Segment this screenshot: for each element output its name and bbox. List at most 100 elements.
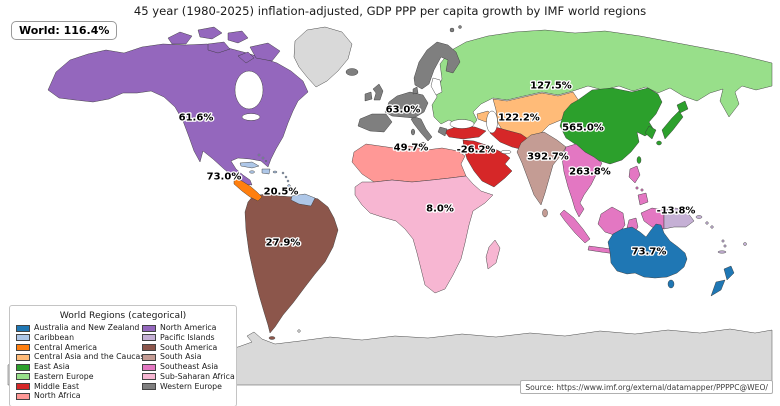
legend-item: Middle East — [16, 381, 140, 391]
legend-label: Western Europe — [160, 381, 222, 391]
region-south-america — [244, 193, 339, 340]
sri-lanka — [542, 208, 548, 218]
trinidad — [287, 184, 291, 188]
bahamas-2 — [261, 156, 265, 160]
australia-mainland — [607, 223, 688, 279]
legend-title: World Regions (categorical) — [59, 310, 187, 321]
sub-saharan-mainland — [354, 175, 494, 294]
legend-item: East Asia — [16, 362, 140, 371]
scandinavia — [413, 41, 461, 90]
korea — [644, 125, 657, 140]
map-label-central-america: 73.0% — [207, 172, 242, 183]
vanuatu-1 — [721, 239, 725, 243]
map-label-east-asia: 565.0% — [562, 123, 604, 134]
legend: World Regions (categorical) Australia an… — [9, 305, 237, 406]
eastern-europe-russia-mainland — [431, 29, 773, 129]
legend-item: Sub-Saharan Africa — [142, 372, 235, 381]
nz-south-island — [710, 279, 726, 297]
central-america-isthmus — [233, 177, 263, 202]
legend-swatch — [142, 373, 156, 381]
legend-label: South America — [160, 342, 218, 352]
water-bodies — [234, 70, 512, 155]
baltic-sea — [430, 77, 443, 96]
south-america-mainland — [244, 193, 339, 334]
cuba — [239, 161, 260, 169]
persian-gulf — [500, 149, 512, 155]
legend-item: North Africa — [16, 392, 140, 400]
legend-label: Eastern Europe — [34, 371, 94, 381]
map-label-southeast-asia: 263.8% — [569, 167, 611, 178]
region-north-america — [47, 26, 309, 186]
visayas-1 — [635, 186, 639, 190]
legend-swatch — [142, 353, 156, 361]
indochina-malaya — [561, 143, 603, 218]
legend-label: Southeast Asia — [160, 362, 219, 372]
legend-item: Pacific Islands — [142, 333, 235, 342]
map-label-central-asia: 122.2% — [498, 113, 540, 124]
arctic-island-4 — [207, 41, 231, 54]
greece — [437, 126, 448, 137]
map-label-north-africa: 49.7% — [394, 143, 429, 154]
jamaica — [249, 170, 255, 174]
map-label-pacific-islands: -13.8% — [657, 206, 696, 217]
legend-item: South Asia — [142, 353, 235, 361]
falkland-islands — [297, 329, 301, 333]
legend-column-left: Australia and New Zealand Caribbean Cent… — [16, 323, 153, 402]
legend-label: Central Asia and the Caucasus — [34, 352, 154, 362]
new-caledonia — [717, 250, 727, 254]
lesser-antilles-3 — [286, 179, 290, 183]
legend-label: Central America — [34, 342, 98, 352]
nz-north-island — [723, 265, 735, 281]
legend-swatch — [16, 344, 30, 352]
map-value-labels: 61.6% 73.0% 20.5% 27.9% 63.0% 127.5% 122… — [177, 79, 696, 259]
italy — [410, 116, 433, 142]
legend-item: North America — [142, 323, 235, 332]
legend-label: South Asia — [160, 352, 202, 362]
legend-item: Eastern Europe — [16, 371, 140, 381]
region-australia-nz — [607, 223, 735, 297]
vanuatu-2 — [723, 244, 727, 248]
legend-grid: Australia and New Zealand Caribbean Cent… — [16, 323, 235, 402]
denmark — [412, 86, 419, 95]
legend-swatch — [16, 353, 30, 361]
legend-swatch — [142, 383, 156, 391]
region-pacific-islands — [663, 207, 747, 254]
sardinia — [410, 128, 416, 136]
arctic-island-3 — [227, 30, 249, 44]
japan-honshu — [661, 110, 684, 140]
iberia — [357, 113, 393, 133]
solomons-2 — [710, 225, 714, 229]
legend-item: Southeast Asia — [142, 362, 235, 372]
world-total-badge: World: 116.4% — [11, 21, 118, 40]
legend-label: North America — [160, 323, 217, 332]
source-note: Source: https://www.imf.org/external/dat… — [520, 380, 773, 394]
svalbard-1 — [449, 27, 455, 33]
lesser-antilles-1 — [281, 171, 285, 175]
india-pakistan — [516, 131, 567, 206]
legend-item: Western Europe — [142, 381, 235, 391]
hudson-bay — [234, 70, 264, 110]
great-britain — [372, 83, 384, 101]
map-label-eastern-europe: 127.5% — [530, 81, 572, 92]
tasmania — [667, 279, 675, 289]
legend-swatch — [142, 334, 156, 342]
legend-swatch — [142, 324, 156, 332]
france-central-europe — [384, 91, 429, 119]
legend-swatch — [16, 324, 30, 332]
legend-swatch — [142, 363, 156, 371]
legend-swatch — [16, 363, 30, 371]
map-label-western-europe: 63.0% — [386, 105, 421, 116]
bahamas-1 — [257, 153, 261, 157]
map-label-south-america: 27.9% — [266, 238, 301, 249]
legend-item: Australia and New Zealand — [16, 323, 140, 332]
luzon — [628, 165, 641, 184]
legend-label: Middle East — [34, 381, 80, 391]
legend-swatch — [142, 344, 156, 352]
map-label-north-america: 61.6% — [179, 113, 214, 124]
solomons-1 — [705, 221, 709, 225]
legend-label: North Africa — [34, 391, 81, 401]
legend-column-right: North America Pacific Islands South Amer… — [142, 323, 235, 402]
tierra-del-fuego — [268, 336, 276, 340]
